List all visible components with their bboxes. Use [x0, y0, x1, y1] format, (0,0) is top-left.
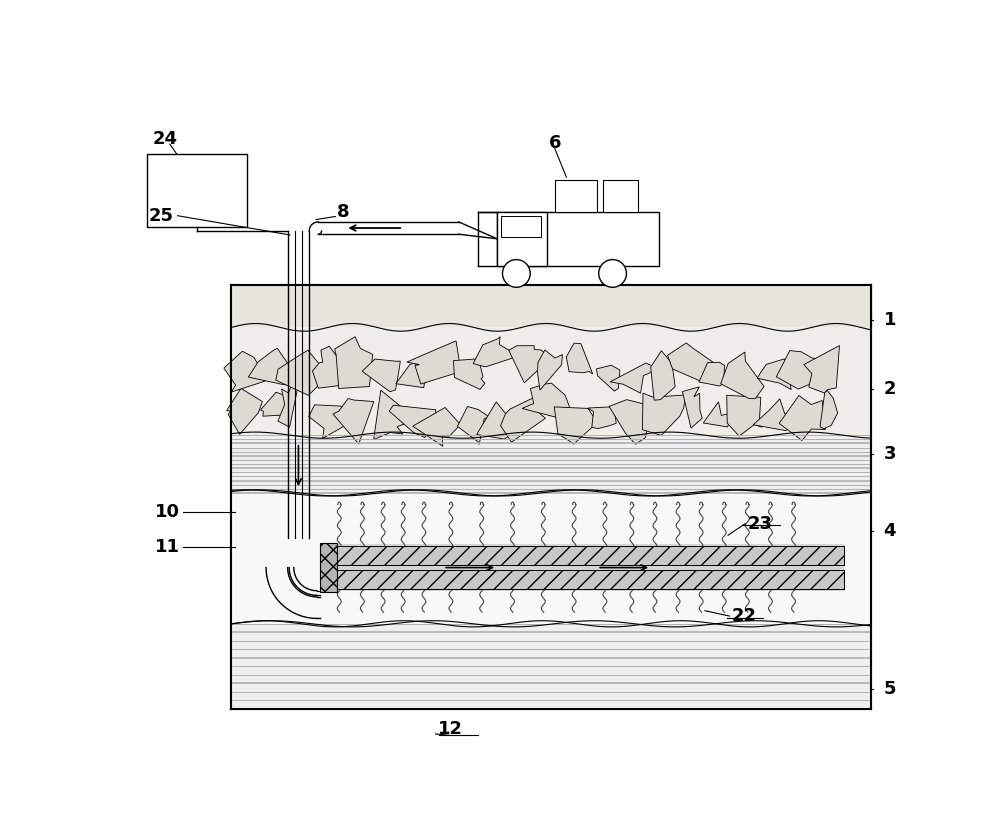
Polygon shape: [407, 341, 461, 384]
Polygon shape: [588, 407, 616, 428]
Polygon shape: [610, 363, 655, 393]
Polygon shape: [721, 352, 764, 399]
Polygon shape: [609, 400, 654, 444]
Polygon shape: [682, 387, 702, 428]
Polygon shape: [260, 392, 287, 416]
Bar: [497, 212, 659, 266]
Text: 3: 3: [884, 445, 896, 463]
Text: 24: 24: [152, 129, 177, 148]
Text: 12: 12: [438, 721, 463, 738]
Polygon shape: [453, 359, 485, 389]
Bar: [501, 215, 541, 237]
Circle shape: [599, 260, 626, 287]
Text: 4: 4: [884, 523, 896, 540]
Polygon shape: [597, 365, 620, 391]
Bar: [231, 435, 871, 493]
Polygon shape: [537, 350, 562, 390]
Text: 6: 6: [549, 134, 561, 151]
Polygon shape: [224, 352, 265, 392]
Polygon shape: [757, 359, 791, 390]
Polygon shape: [396, 363, 428, 387]
Polygon shape: [374, 390, 406, 439]
Polygon shape: [642, 393, 686, 435]
Polygon shape: [335, 337, 373, 388]
Text: 11: 11: [155, 538, 180, 556]
Bar: [231, 285, 871, 709]
Polygon shape: [362, 359, 400, 392]
Text: 5: 5: [884, 681, 896, 698]
Polygon shape: [309, 405, 354, 438]
Polygon shape: [651, 351, 675, 400]
Polygon shape: [668, 343, 713, 382]
Polygon shape: [779, 396, 825, 441]
Bar: [603, 180, 638, 212]
Bar: [231, 327, 871, 435]
Text: 10: 10: [155, 504, 180, 521]
Text: 2: 2: [884, 380, 896, 398]
Polygon shape: [333, 398, 374, 444]
Polygon shape: [509, 346, 551, 382]
Bar: [231, 285, 871, 327]
Text: 25: 25: [149, 207, 174, 225]
Text: 23: 23: [747, 514, 772, 533]
Bar: [555, 180, 597, 212]
Polygon shape: [501, 397, 545, 442]
Bar: [147, 154, 247, 227]
Polygon shape: [566, 343, 593, 374]
Bar: [329, 544, 844, 590]
Bar: [231, 624, 871, 709]
Polygon shape: [248, 348, 300, 387]
Polygon shape: [389, 405, 436, 438]
Bar: [231, 285, 871, 327]
Bar: [231, 493, 871, 624]
Text: 8: 8: [337, 203, 349, 220]
Polygon shape: [753, 399, 797, 431]
Polygon shape: [776, 351, 822, 389]
Polygon shape: [276, 350, 326, 395]
Polygon shape: [312, 347, 357, 388]
Polygon shape: [703, 402, 733, 427]
Polygon shape: [457, 407, 489, 444]
Bar: [320, 543, 337, 592]
Polygon shape: [820, 391, 838, 429]
Circle shape: [502, 260, 530, 287]
Polygon shape: [473, 337, 519, 367]
Polygon shape: [227, 388, 262, 434]
Bar: [329, 546, 844, 565]
Polygon shape: [477, 402, 515, 439]
Polygon shape: [727, 395, 762, 436]
Bar: [329, 569, 844, 590]
Polygon shape: [522, 383, 575, 423]
Text: 1: 1: [884, 311, 896, 329]
Bar: [329, 546, 844, 565]
Bar: [329, 569, 844, 590]
Polygon shape: [554, 407, 597, 444]
Polygon shape: [413, 407, 460, 446]
Polygon shape: [804, 346, 839, 393]
Polygon shape: [278, 386, 298, 428]
Polygon shape: [699, 362, 724, 386]
Bar: [497, 212, 547, 266]
Text: 22: 22: [732, 607, 757, 625]
